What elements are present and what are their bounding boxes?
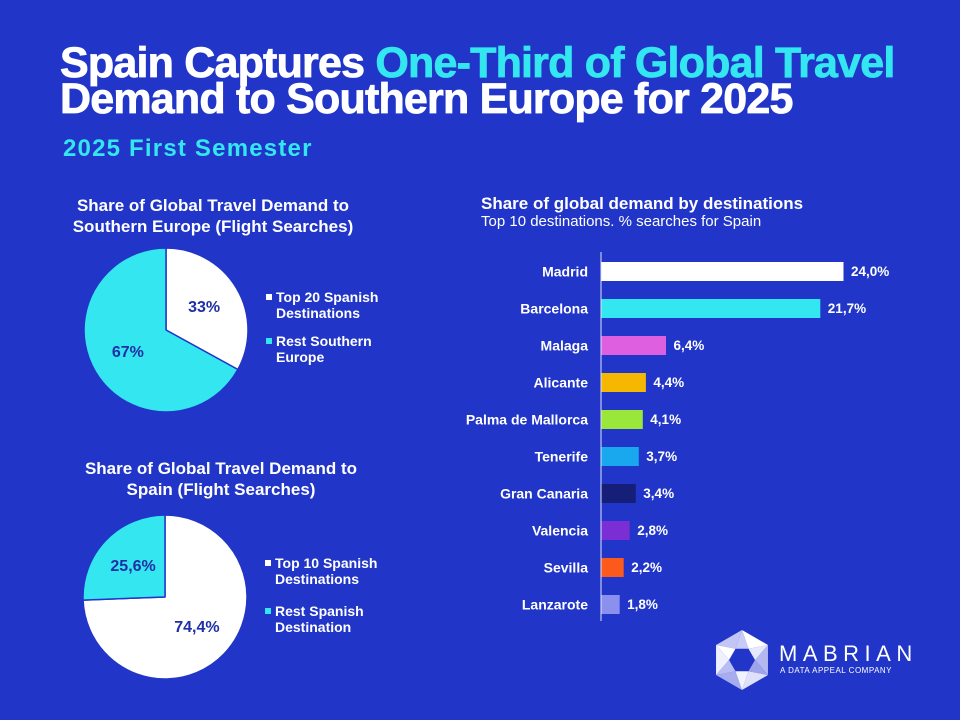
value-label-sevilla: 2,2%: [631, 560, 662, 575]
bar-barcelona: [601, 299, 821, 318]
brand-name: MABRIAN: [779, 641, 918, 666]
logo-facet: [748, 645, 768, 660]
period-subtitle: 2025 First Semester: [63, 135, 313, 162]
legend-swatch: [265, 560, 271, 566]
category-label-sevilla: Sevilla: [544, 560, 589, 576]
headline-highlight: One-Third of Global Travel: [375, 39, 896, 87]
legend-item: Top 20 Spanish Destinations: [266, 289, 401, 321]
category-label-alicante: Alicante: [534, 375, 589, 391]
logo-facet: [716, 645, 729, 675]
pie-chart-title: Share of Global Travel Demand to Spain (…: [84, 459, 358, 499]
category-label-malaga: Malaga: [541, 338, 589, 354]
logo-facet: [755, 645, 768, 675]
hexagon-logo-icon: [716, 630, 768, 690]
legend-item: Rest Spanish Destination: [265, 603, 400, 635]
pie-slice-top-20-spanish-destinations: [165, 247, 249, 371]
value-label-madrid: 24,0%: [851, 264, 889, 279]
logo-facet: [735, 671, 749, 690]
value-label-barcelona: 21,7%: [828, 301, 866, 316]
bar-tenerife: [601, 447, 639, 466]
category-label-tenerife: Tenerife: [535, 449, 589, 465]
category-label-valencia: Valencia: [532, 523, 588, 539]
bar-valencia: [601, 521, 630, 540]
bar-chart-title: Share of global demand by destinations: [481, 194, 804, 213]
pie-slice-rest-southern-europe: [83, 247, 239, 413]
logo-facet: [742, 671, 768, 690]
legend-label: Top 10 Spanish Destinations: [275, 555, 378, 587]
value-label-lanzarote: 1,8%: [627, 597, 658, 612]
value-label-gran-canaria: 3,4%: [643, 486, 674, 501]
headline-lead: Spain Captures: [60, 39, 376, 87]
bar-sevilla: [601, 558, 624, 577]
logo-facet: [742, 630, 768, 649]
logo-facet: [716, 671, 742, 690]
bar-malaga: [601, 336, 666, 355]
pie-chart-title: Share of Global Travel Demand to Souther…: [72, 196, 354, 236]
pie-value-label-top-20-spanish-destinations: 33%: [188, 299, 220, 316]
category-label-barcelona: Barcelona: [520, 301, 588, 317]
legend-item: Rest Southern Europe: [266, 333, 401, 365]
category-label-lanzarote: Lanzarote: [522, 597, 588, 613]
legend-item: Top 10 Spanish Destinations: [265, 555, 400, 587]
brand-tagline: A DATA APPEAL COMPANY: [780, 666, 893, 675]
pie-slice-rest-spanish-destination: [82, 514, 166, 601]
logo-facet: [716, 660, 736, 675]
value-label-valencia: 2,8%: [637, 523, 668, 538]
logo-facet: [716, 630, 742, 649]
legend-swatch: [266, 338, 272, 344]
legend-label: Top 20 Spanish Destinations: [276, 289, 379, 321]
category-label-palma-de-mallorca: Palma de Mallorca: [466, 412, 588, 428]
bar-chart-subtitle: Top 10 destinations. % searches for Spai…: [481, 213, 762, 230]
value-label-malaga: 6,4%: [674, 338, 705, 353]
pie-chart-spain: 74,4% 25,6%: [82, 514, 248, 680]
category-label-gran-canaria: Gran Canaria: [500, 486, 588, 502]
legend-label: Rest Spanish Destination: [275, 603, 364, 635]
bar-madrid: [601, 262, 844, 281]
bar-alicante: [601, 373, 646, 392]
pie-value-label-top-10-spanish-destinations: 74,4%: [174, 619, 219, 636]
headline-line-1: Spain Captures One-Third of Global Trave…: [60, 41, 896, 85]
category-label-madrid: Madrid: [542, 264, 588, 280]
logo-facet: [735, 630, 749, 649]
pie-chart-southern-europe: 33% 67%: [83, 247, 249, 413]
pie-value-label-rest-southern-europe: 67%: [112, 344, 144, 361]
headline: Spain Captures One-Third of Global Trave…: [60, 41, 896, 123]
legend-swatch: [266, 294, 272, 300]
legend-label: Rest Southern Europe: [276, 333, 372, 365]
bar-lanzarote: [601, 595, 620, 614]
bar-chart-destinations: Madrid 24,0% Barcelona 21,7% Malaga 6,4% Alica…: [466, 252, 889, 621]
bar-gran-canaria: [601, 484, 636, 503]
value-label-palma-de-mallorca: 4,1%: [650, 412, 681, 427]
legend-swatch: [265, 608, 271, 614]
logo-facet: [716, 645, 736, 660]
value-label-alicante: 4,4%: [653, 375, 684, 390]
pie-value-label-rest-spanish-destination: 25,6%: [110, 558, 155, 575]
logo-facet: [748, 660, 768, 675]
value-label-tenerife: 3,7%: [646, 449, 677, 464]
bar-palma-de-mallorca: [601, 410, 643, 429]
headline-line-2: Demand to Southern Europe for 2025: [60, 75, 794, 123]
